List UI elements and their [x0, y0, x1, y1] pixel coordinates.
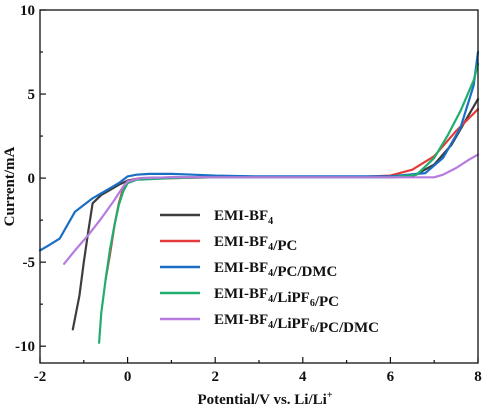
- x-tick-label: 6: [387, 369, 395, 385]
- legend-item: EMI-BF4: [160, 208, 273, 227]
- series-line-5: [62, 153, 480, 265]
- series-line-3: [38, 50, 480, 252]
- y-tick-label: -5: [23, 255, 36, 271]
- x-axis-label-text: Potential/V vs. Li/Li: [197, 392, 326, 408]
- y-tick-label: 5: [28, 87, 36, 103]
- y-tick-label: 0: [28, 171, 36, 187]
- legend-label: EMI-BF4/LiPF6/PC/DMC: [214, 312, 379, 336]
- legend-item: EMI-BF4/LiPF6/PC: [160, 286, 339, 310]
- x-tick-label: 4: [299, 369, 307, 385]
- y-tick-label: -10: [15, 339, 35, 355]
- legend-label: EMI-BF4/PC: [214, 234, 297, 254]
- tick-labels: -2 0 2 4 6 8 10 5 0 -5 -10: [15, 3, 482, 385]
- x-axis-label: Potential/V vs. Li/Li+: [197, 390, 332, 408]
- legend-label: EMI-BF4/LiPF6/PC: [214, 286, 339, 310]
- series-layer: [38, 50, 480, 344]
- y-tick-label: 10: [20, 3, 35, 19]
- legend-label: EMI-BF4: [214, 208, 273, 227]
- x-axis-label-superscript: +: [327, 390, 333, 401]
- legend-item: EMI-BF4/LiPF6/PC/DMC: [160, 312, 379, 336]
- x-tick-label: 8: [474, 369, 482, 385]
- legend-item: EMI-BF4/PC/DMC: [160, 260, 337, 280]
- plot-frame: [39, 9, 479, 364]
- legend-label: EMI-BF4/PC/DMC: [214, 260, 337, 280]
- y-axis-label: Current/mA: [2, 146, 18, 226]
- x-tick-label: -2: [34, 369, 47, 385]
- axis-ticks: [39, 9, 479, 363]
- legend: EMI-BF4 EMI-BF4/PC EMI-BF4/PC/DMC EMI-BF4/L…: [160, 208, 379, 336]
- legend-item: EMI-BF4/PC: [160, 234, 297, 254]
- x-tick-label: 2: [211, 369, 219, 385]
- x-tick-label: 0: [124, 369, 132, 385]
